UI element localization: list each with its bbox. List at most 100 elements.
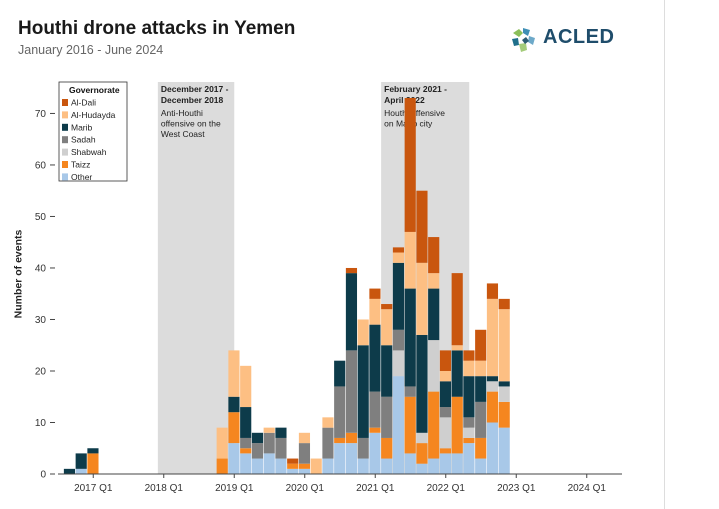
bar-segment: [357, 345, 369, 438]
bar-segment: [392, 252, 405, 263]
bar-segment: [475, 360, 487, 377]
bar-segment: [416, 262, 428, 335]
bar-segment: [486, 298, 499, 377]
bar-segment: [334, 443, 346, 474]
bar-segment: [463, 350, 475, 361]
bar-segment: [498, 427, 510, 474]
bar-segment: [428, 340, 440, 392]
bar-segment: [275, 427, 287, 438]
legend-entry: Taizz: [71, 160, 90, 170]
legend-title: Governorate: [69, 85, 120, 95]
legend-entry: Al-Dali: [71, 98, 96, 108]
period-title: December 2017 -December 2018: [161, 84, 229, 105]
bar-segment: [392, 376, 405, 474]
bar-segment: [428, 237, 440, 274]
bar-segment: [381, 304, 393, 310]
bar-segment: [369, 391, 381, 428]
shaded-period: [157, 82, 235, 474]
bar-segment: [287, 468, 299, 474]
x-tick-label: 2017 Q1: [74, 483, 113, 494]
bar-segment: [439, 370, 452, 382]
bar-segment: [392, 247, 405, 253]
chart-title: Houthi drone attacks in Yemen: [18, 18, 296, 39]
bar-segment: [404, 386, 416, 397]
legend-swatch: [62, 111, 68, 119]
period-text: Anti-Houthi offensive on the West Coast: [161, 108, 221, 139]
legend-swatch: [62, 136, 68, 144]
bar-segment: [428, 458, 440, 474]
bar-segment: [263, 432, 275, 454]
bar-segment: [228, 443, 240, 474]
bar-segment: [263, 427, 275, 433]
bar-segment: [439, 381, 452, 408]
bar-segment: [404, 288, 416, 387]
bar-segment: [475, 437, 487, 459]
bar-segment: [486, 422, 499, 474]
bar-segment: [486, 283, 499, 299]
bar-segment: [369, 298, 381, 325]
y-tick-label: 40: [35, 263, 47, 274]
x-tick-label: 2020 Q1: [286, 483, 325, 494]
bar-segment: [251, 432, 264, 444]
legend-swatch: [62, 173, 68, 181]
legend-box: [58, 81, 128, 182]
bar-segment: [498, 401, 510, 428]
bar-segment: [334, 386, 346, 438]
bar-segment: [334, 360, 346, 387]
bar-segment: [298, 468, 311, 474]
y-tick-label: 0: [40, 470, 46, 481]
bar-segment: [369, 427, 381, 433]
bar-segment: [298, 463, 311, 469]
bar-segment: [428, 273, 440, 289]
bar-segment: [439, 417, 452, 449]
globe-icon: [510, 27, 536, 53]
bar-segment: [404, 231, 416, 289]
bar-segment: [369, 288, 381, 299]
bar-segment: [498, 309, 510, 382]
bar-segment: [486, 391, 499, 423]
bar-segment: [451, 453, 463, 474]
bar-segment: [322, 427, 334, 459]
bar-segment: [240, 453, 252, 474]
period-title: February 2021 -April 2022: [384, 84, 447, 105]
bar-segment: [298, 443, 311, 464]
bar-segment: [216, 458, 228, 474]
bar-segment: [345, 432, 358, 444]
bar-segment: [486, 381, 499, 392]
bar-segment: [463, 417, 475, 428]
bar-segment: [475, 376, 487, 402]
legend-entry: Al-Hudayda: [71, 110, 116, 120]
bar-segment: [428, 391, 440, 459]
bar-segment: [463, 437, 475, 444]
bar-segment: [75, 453, 87, 469]
bar-segment: [392, 329, 405, 351]
bar-segment: [87, 448, 99, 454]
legend-entry: Shabwah: [71, 147, 107, 157]
bar-segment: [228, 396, 240, 413]
bar-segment: [416, 190, 428, 263]
bar-segment: [463, 376, 475, 418]
bar-segment: [392, 262, 405, 330]
bar-segment: [345, 443, 358, 474]
bar-segment: [228, 350, 240, 397]
y-tick-label: 10: [35, 418, 47, 429]
bar-segment: [63, 468, 76, 474]
bar-segment: [439, 448, 452, 454]
bar-segment: [263, 453, 275, 474]
bar-segment: [463, 427, 475, 438]
bar-segment: [416, 463, 428, 474]
legend-swatch: [62, 99, 68, 106]
bar-segment: [298, 432, 311, 444]
bar-segment: [404, 396, 416, 454]
bar-segment: [439, 350, 452, 371]
panel-border: [664, 0, 665, 509]
bar-segment: [75, 468, 87, 474]
legend-swatch: [62, 161, 68, 168]
bar-segment: [334, 437, 346, 444]
legend-entry: Marib: [71, 122, 93, 132]
bar-segment: [381, 345, 393, 397]
bar-segment: [498, 298, 510, 310]
legend-entry: Sadah: [71, 135, 96, 145]
logo-text: ACLED: [543, 26, 615, 48]
